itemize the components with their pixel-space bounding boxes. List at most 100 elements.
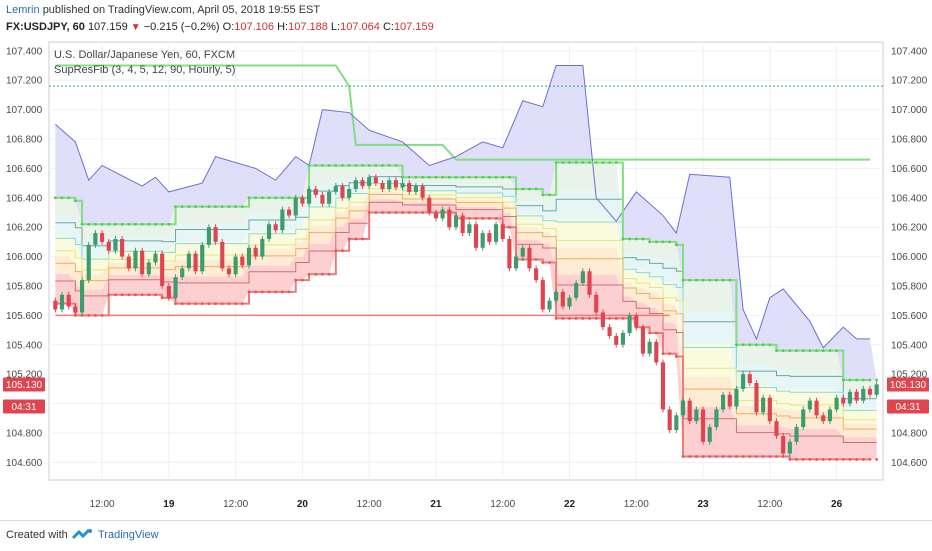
published-text: published on TradingView.com, April 05, …	[42, 4, 321, 16]
y-axis-label-right: 106.000	[891, 252, 928, 263]
candle-body	[387, 180, 392, 189]
resistance-dot	[795, 349, 798, 353]
y-axis-label-left: 105.200	[6, 370, 43, 381]
support-dot	[654, 331, 658, 335]
resistance-dot	[240, 205, 244, 209]
candle-body	[687, 400, 692, 422]
candle-body	[79, 280, 85, 313]
support-dot	[755, 455, 758, 458]
x-axis-label: 12:00	[357, 499, 382, 510]
support-dot	[341, 249, 344, 253]
candle-body	[734, 388, 739, 407]
support-dot	[521, 258, 525, 261]
chart-legend: U.S. Dollar/Japanese Yen, 60, FXCM SupRe…	[54, 48, 235, 78]
candle-body	[280, 209, 285, 231]
candle-body	[113, 238, 118, 251]
resistance-dot	[434, 175, 438, 179]
y-axis-label-left: 106.600	[6, 164, 43, 175]
candle-body	[360, 180, 365, 187]
support-dot	[681, 455, 685, 458]
candle-body	[200, 244, 205, 272]
support-dot	[788, 458, 792, 461]
candle-body	[721, 394, 726, 410]
support-dot	[748, 455, 752, 458]
candle-body	[827, 409, 832, 422]
resistance-dot	[741, 343, 745, 347]
resistance-dot	[427, 175, 431, 179]
price-badge-right	[887, 399, 929, 414]
resistance-dot	[454, 175, 458, 179]
resistance-dot	[561, 161, 565, 164]
candle-body	[807, 400, 812, 410]
resistance-dot	[541, 193, 545, 197]
support-dot	[207, 302, 211, 306]
candle-body	[741, 374, 746, 389]
candle-body	[447, 209, 452, 228]
candle-body	[86, 244, 91, 281]
support-dot	[94, 313, 97, 317]
tradingview-link[interactable]: TradingView	[98, 529, 159, 541]
price-change: −0.215 (−0.2%)	[143, 21, 220, 33]
support-dot	[508, 225, 511, 229]
x-axis-label: 23	[697, 499, 709, 510]
resistance-dot	[441, 175, 445, 179]
support-dot	[708, 455, 712, 458]
resistance-dot	[715, 278, 718, 282]
legend-indicator[interactable]: SupResFib (3, 4, 5, 12, 90, Hourly, 5)	[54, 64, 236, 76]
candle-body	[500, 224, 505, 239]
candle-body	[240, 256, 245, 266]
candle-body	[620, 333, 625, 345]
resistance-dot	[608, 161, 611, 164]
tradingview-logo-icon	[72, 528, 92, 540]
resistance-dot	[681, 278, 685, 282]
long-resistance-line	[55, 64, 870, 161]
close-label: C:	[382, 21, 394, 33]
x-axis-label: 12:00	[490, 499, 515, 510]
y-axis-label-right: 107.200	[891, 76, 928, 87]
candle-body	[180, 268, 185, 278]
price-chart[interactable]: 107.400 107.400 107.200 107.200 107.000 107.0…	[0, 38, 932, 520]
candle-body	[427, 197, 432, 213]
candle-body	[667, 409, 672, 431]
resistance-dot	[260, 196, 264, 200]
candle-body	[353, 180, 358, 189]
support-dot	[220, 302, 224, 306]
support-dot	[588, 316, 591, 320]
resistance-dot	[407, 175, 411, 179]
support-dot	[307, 272, 311, 276]
candle-body	[133, 250, 138, 269]
support-dot	[387, 211, 391, 214]
resistance-dot	[94, 222, 97, 226]
candle-body	[781, 435, 786, 454]
candle-body	[173, 277, 178, 298]
resistance-dot	[728, 278, 732, 282]
resistance-dot	[401, 175, 404, 179]
y-axis-label-right: 104.800	[891, 428, 928, 439]
candle-body	[273, 224, 278, 231]
support-dot	[154, 293, 157, 297]
support-dot	[541, 261, 545, 264]
resistance-dot	[174, 205, 177, 209]
resistance-dot	[848, 378, 852, 382]
support-dot	[741, 455, 745, 458]
candle-body	[146, 262, 151, 275]
candle-body	[754, 382, 759, 413]
author-link[interactable]: Lemrin	[6, 4, 40, 16]
resistance-dot	[381, 164, 384, 167]
candle-body	[640, 327, 646, 354]
candle-body	[680, 400, 686, 416]
price-badge-left	[3, 377, 45, 392]
support-dot	[187, 302, 191, 306]
candle-body	[367, 177, 372, 187]
upper-band-line	[55, 65, 870, 349]
resistance-dot	[601, 161, 605, 164]
upper-band-fill	[55, 65, 877, 381]
support-dot	[334, 249, 338, 253]
candle-body	[767, 397, 772, 422]
support-dot	[140, 293, 144, 297]
support-dot	[194, 302, 197, 306]
legend-symbol-title: U.S. Dollar/Japanese Yen, 60, FXCM	[54, 49, 235, 61]
candle-body	[547, 300, 552, 310]
resistance-dot	[200, 205, 204, 209]
resistance-dot	[207, 205, 211, 209]
